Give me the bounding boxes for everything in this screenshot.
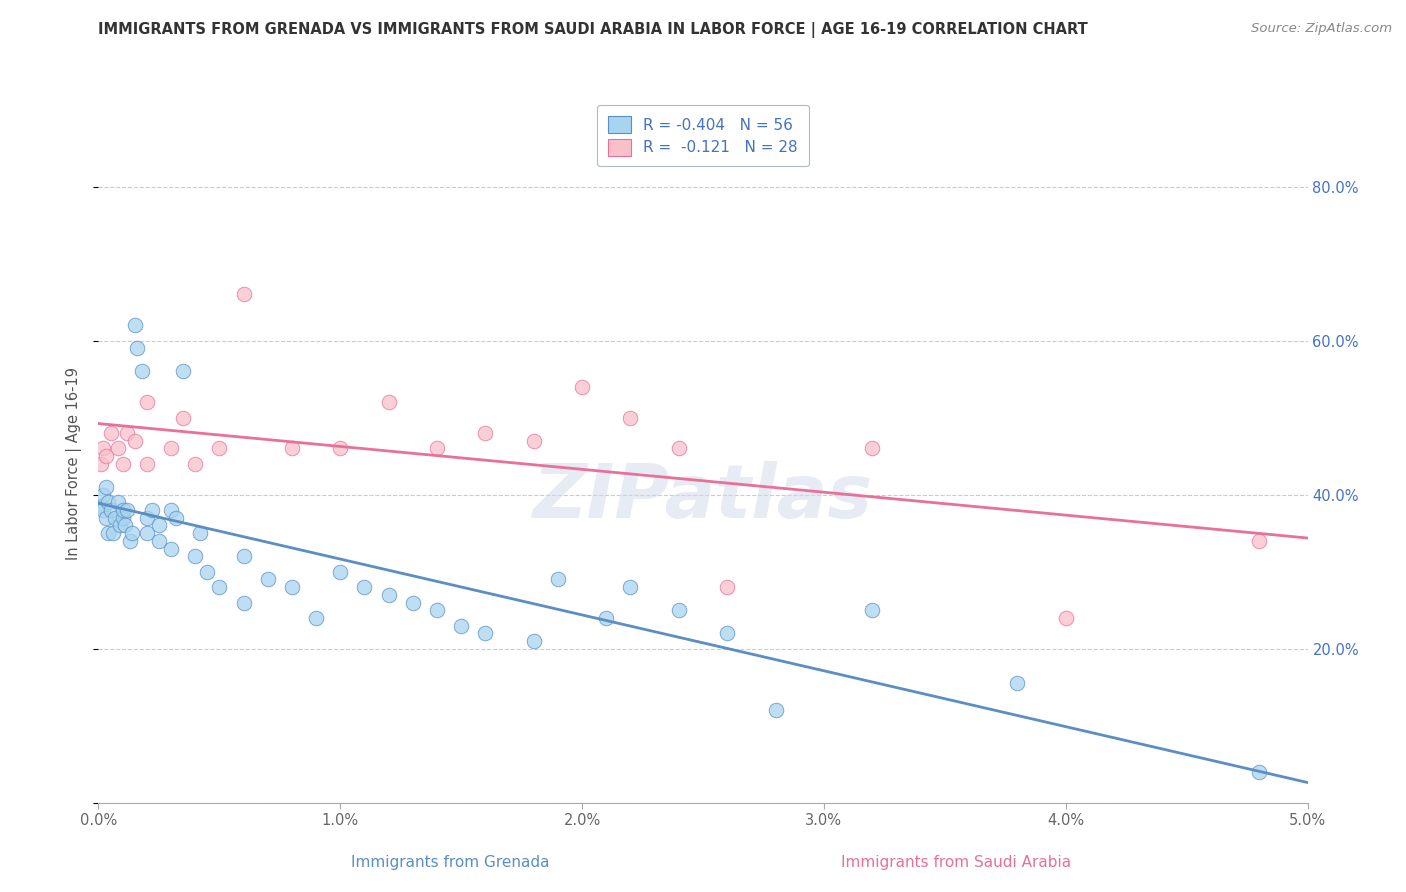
Point — [860, 442, 883, 456]
Point — [329, 565, 352, 579]
Point — [1007, 676, 1029, 690]
Point — [135, 457, 157, 471]
Point — [474, 626, 496, 640]
Point — [232, 287, 254, 301]
Point — [184, 549, 207, 564]
Point — [108, 518, 131, 533]
Point — [141, 503, 163, 517]
Point — [595, 611, 617, 625]
Point — [111, 503, 134, 517]
Y-axis label: In Labor Force | Age 16-19: In Labor Force | Age 16-19 — [66, 368, 83, 560]
Point — [571, 380, 593, 394]
Point — [124, 318, 146, 333]
Point — [101, 526, 124, 541]
Point — [117, 425, 139, 440]
Point — [619, 410, 641, 425]
Point — [1054, 611, 1077, 625]
Point — [124, 434, 146, 448]
Point — [765, 703, 787, 717]
Point — [107, 495, 129, 509]
Point — [100, 425, 122, 440]
Point — [107, 442, 129, 456]
Point — [111, 457, 134, 471]
Point — [668, 603, 690, 617]
Point — [160, 503, 183, 517]
Point — [547, 573, 569, 587]
Point — [94, 449, 117, 463]
Point — [114, 518, 136, 533]
Point — [377, 395, 399, 409]
Text: IMMIGRANTS FROM GRENADA VS IMMIGRANTS FROM SAUDI ARABIA IN LABOR FORCE | AGE 16-: IMMIGRANTS FROM GRENADA VS IMMIGRANTS FR… — [98, 22, 1088, 38]
Point — [716, 580, 738, 594]
Point — [165, 510, 187, 524]
Point — [135, 510, 157, 524]
Point — [172, 410, 194, 425]
Point — [131, 364, 153, 378]
Point — [426, 603, 449, 617]
Point — [377, 588, 399, 602]
Point — [127, 341, 149, 355]
Point — [118, 533, 141, 548]
Point — [160, 541, 183, 556]
Point — [148, 533, 170, 548]
Point — [195, 565, 218, 579]
Point — [172, 364, 194, 378]
Point — [90, 457, 112, 471]
Point — [121, 526, 143, 541]
Point — [1249, 533, 1271, 548]
Point — [523, 634, 546, 648]
Point — [94, 510, 117, 524]
Point — [256, 573, 278, 587]
Point — [111, 510, 134, 524]
Point — [619, 580, 641, 594]
Point — [90, 500, 112, 514]
Point — [117, 503, 139, 517]
Point — [860, 603, 883, 617]
Point — [97, 526, 120, 541]
Point — [135, 526, 157, 541]
Point — [104, 510, 127, 524]
Point — [668, 442, 690, 456]
Point — [232, 549, 254, 564]
Point — [184, 457, 207, 471]
Point — [329, 442, 352, 456]
Point — [281, 442, 304, 456]
Point — [305, 611, 328, 625]
Point — [1249, 764, 1271, 779]
Point — [426, 442, 449, 456]
Text: Source: ZipAtlas.com: Source: ZipAtlas.com — [1251, 22, 1392, 36]
Point — [523, 434, 546, 448]
Point — [402, 595, 425, 609]
Point — [716, 626, 738, 640]
Point — [474, 425, 496, 440]
Point — [188, 526, 211, 541]
Point — [91, 488, 114, 502]
Text: Immigrants from Saudi Arabia: Immigrants from Saudi Arabia — [841, 855, 1071, 870]
Point — [160, 442, 183, 456]
Point — [208, 580, 231, 594]
Point — [353, 580, 375, 594]
Point — [91, 442, 114, 456]
Point — [232, 595, 254, 609]
Point — [94, 480, 117, 494]
Point — [208, 442, 231, 456]
Point — [91, 503, 114, 517]
Point — [97, 495, 120, 509]
Text: ZIPatlas: ZIPatlas — [533, 461, 873, 534]
Point — [100, 503, 122, 517]
Point — [281, 580, 304, 594]
Text: Immigrants from Grenada: Immigrants from Grenada — [350, 855, 550, 870]
Legend: R = -0.404   N = 56, R =  -0.121   N = 28: R = -0.404 N = 56, R = -0.121 N = 28 — [598, 105, 808, 166]
Point — [450, 618, 472, 632]
Point — [148, 518, 170, 533]
Point — [135, 395, 157, 409]
